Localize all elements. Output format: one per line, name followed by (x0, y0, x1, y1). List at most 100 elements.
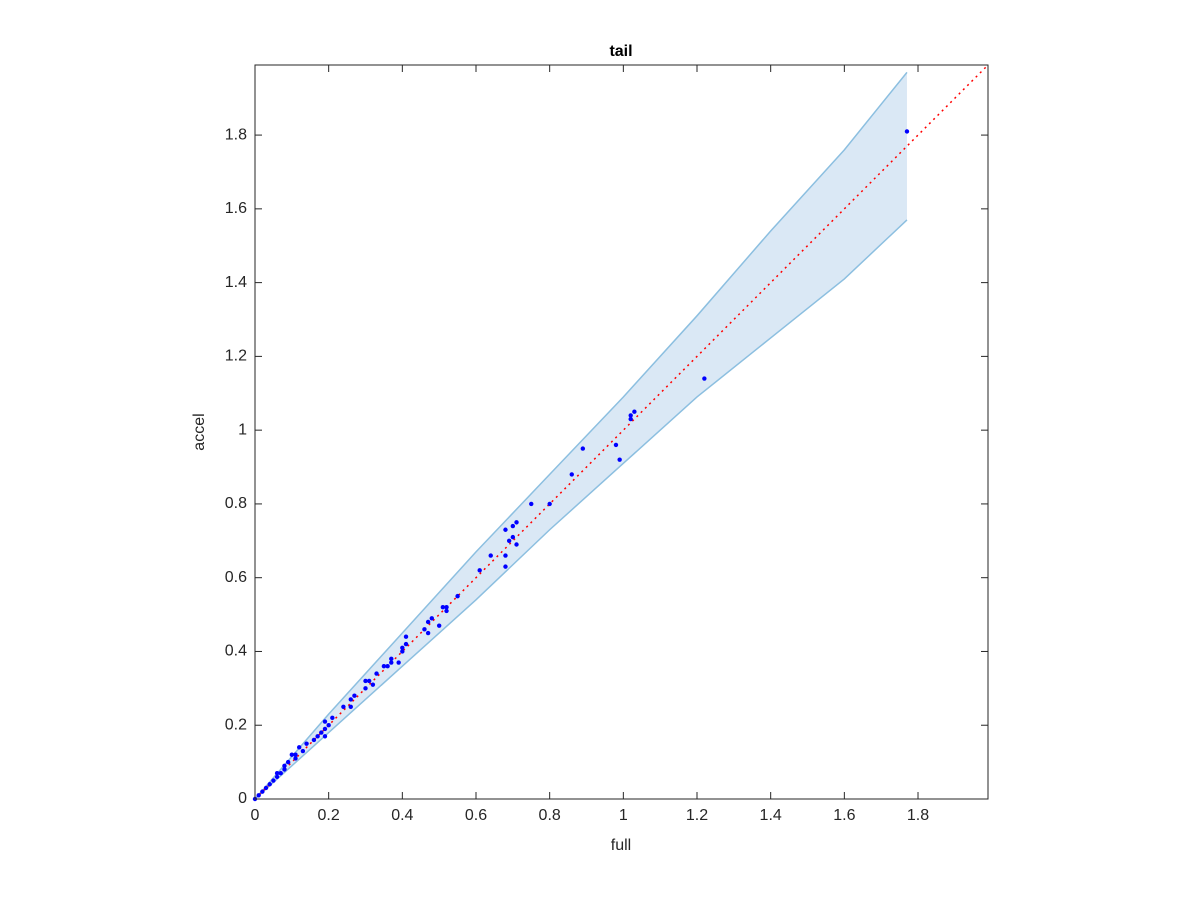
point (389, 656, 394, 662)
point (322, 734, 328, 739)
y-tick-label: 0.8 (225, 495, 247, 512)
x-tick-label: 0.4 (391, 807, 413, 824)
point (274, 774, 280, 780)
point (617, 457, 622, 462)
point (326, 723, 331, 728)
point (322, 726, 328, 732)
point (403, 641, 409, 647)
point (455, 593, 460, 599)
point (274, 770, 280, 776)
point (267, 782, 272, 787)
point (422, 627, 427, 632)
point (510, 523, 516, 529)
point (904, 129, 910, 134)
point (385, 664, 390, 669)
point (396, 660, 401, 665)
point (289, 752, 295, 757)
point (271, 778, 276, 783)
point (488, 553, 493, 558)
point (440, 605, 446, 610)
point (514, 542, 519, 547)
band-fill (255, 72, 907, 799)
point (348, 697, 353, 702)
y-tick-label: 1.4 (225, 274, 247, 291)
point (580, 446, 586, 451)
point (425, 619, 431, 625)
point (444, 605, 449, 610)
point (503, 553, 508, 558)
point (632, 409, 637, 414)
point (569, 472, 574, 477)
point (547, 501, 552, 507)
y-tick-label: 0.6 (225, 569, 247, 586)
point (297, 745, 302, 750)
point (429, 616, 435, 621)
point (315, 734, 320, 739)
point (436, 623, 442, 628)
y-tick-label: 0 (238, 790, 247, 807)
point (319, 730, 324, 735)
y-tick-label: 1.8 (225, 126, 247, 143)
point (510, 534, 516, 540)
chart-title: tail (609, 43, 632, 60)
point (477, 568, 482, 573)
x-tick-label: 0.8 (539, 807, 561, 824)
point (374, 671, 379, 676)
point (400, 645, 405, 650)
point (370, 682, 376, 687)
y-tick-label: 0.2 (225, 716, 247, 733)
point (381, 664, 387, 669)
point (503, 564, 508, 569)
y-tick-label: 1.6 (225, 200, 247, 217)
point (304, 741, 309, 746)
point (352, 693, 357, 698)
point (322, 719, 328, 724)
point (348, 704, 353, 709)
x-tick-label: 1.6 (833, 807, 855, 824)
x-tick-label: 1 (619, 807, 628, 824)
point (366, 678, 372, 684)
point (400, 649, 405, 654)
point (425, 630, 431, 636)
point (702, 376, 707, 381)
axes-box (254, 64, 989, 800)
x-tick-label: 0.6 (465, 807, 487, 824)
point (256, 793, 261, 798)
point (330, 715, 335, 721)
point (300, 748, 306, 754)
point (389, 660, 394, 665)
x-tick-label: 1.8 (907, 807, 929, 824)
point (363, 678, 368, 684)
point (263, 785, 269, 791)
x-tick-label: 0.2 (318, 807, 340, 824)
point (444, 608, 449, 614)
x-tick-label: 1.2 (686, 807, 708, 824)
point (311, 737, 317, 743)
band-upper (254, 71, 908, 800)
point (278, 770, 283, 776)
point (529, 501, 534, 507)
band-lower (254, 219, 908, 800)
point (503, 527, 508, 532)
point (628, 416, 633, 422)
point (285, 759, 291, 765)
point (282, 763, 287, 769)
y-tick-label: 1 (238, 421, 247, 438)
y-tick-label: 0.4 (225, 643, 247, 660)
point (613, 442, 619, 448)
x-tick-label: 1.4 (760, 807, 782, 824)
point (282, 767, 287, 772)
point (341, 704, 346, 709)
reference-line (254, 64, 989, 800)
x-axis-label: full (611, 837, 631, 854)
point (514, 520, 519, 525)
x-tick-label: 0 (251, 807, 260, 824)
point (403, 634, 409, 639)
point (628, 413, 633, 418)
y-axis-label: accel (191, 413, 208, 450)
y-tick-label: 1.2 (225, 348, 247, 365)
point (293, 756, 298, 761)
point (293, 752, 298, 757)
